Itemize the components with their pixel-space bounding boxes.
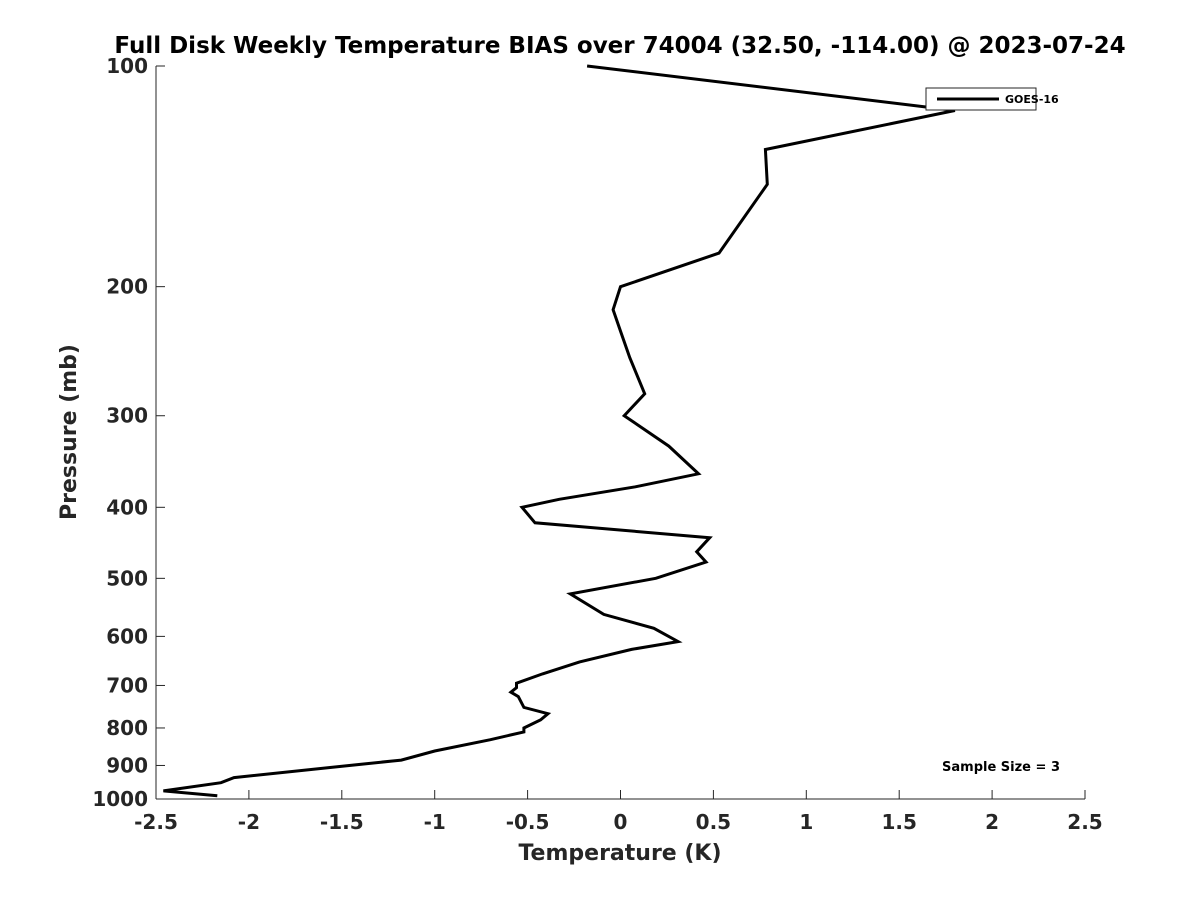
x-ticks: -2.5 -2 -1.5 -1 -0.5 0 0.5 1 1.5 2 2.5 (134, 790, 1103, 834)
chart-title: Full Disk Weekly Temperature BIAS over 7… (114, 33, 1125, 59)
legend-label: GOES-16 (1005, 93, 1059, 106)
x-tick-label: 1.5 (881, 810, 916, 834)
x-tick-label: 0 (614, 810, 628, 834)
y-tick-label: 200 (106, 275, 148, 299)
x-tick-label: -2.5 (134, 810, 178, 834)
y-tick-label: 1000 (92, 787, 148, 811)
y-tick-label: 900 (106, 753, 148, 777)
x-tick-label: 2.5 (1067, 810, 1102, 834)
y-tick-label: 600 (106, 624, 148, 648)
series-line-goes-16 (163, 64, 956, 798)
x-tick-label: -2 (238, 810, 260, 834)
x-tick-label: 1 (799, 810, 813, 834)
y-tick-label: 300 (106, 404, 148, 428)
y-tick-label: 400 (106, 495, 148, 519)
x-tick-label: 2 (985, 810, 999, 834)
y-tick-label: 100 (106, 54, 148, 78)
y-tick-label: 700 (106, 673, 148, 697)
x-tick-label: -1.5 (320, 810, 364, 834)
series-layer (163, 64, 956, 798)
x-tick-label: -1 (424, 810, 446, 834)
plot-area (156, 66, 1085, 799)
sample-size-annotation: Sample Size = 3 (942, 760, 1060, 775)
y-tick-label: 800 (106, 716, 148, 740)
y-axis-label: Pressure (mb) (57, 344, 82, 520)
x-tick-label: 0.5 (696, 810, 731, 834)
x-axis-label: Temperature (K) (518, 841, 721, 866)
legend: GOES-16 (925, 87, 1059, 111)
y-ticks: 100 200 300 400 500 600 700 800 900 1000 (92, 54, 165, 811)
x-tick-label: -0.5 (506, 810, 550, 834)
y-tick-label: 500 (106, 566, 148, 590)
